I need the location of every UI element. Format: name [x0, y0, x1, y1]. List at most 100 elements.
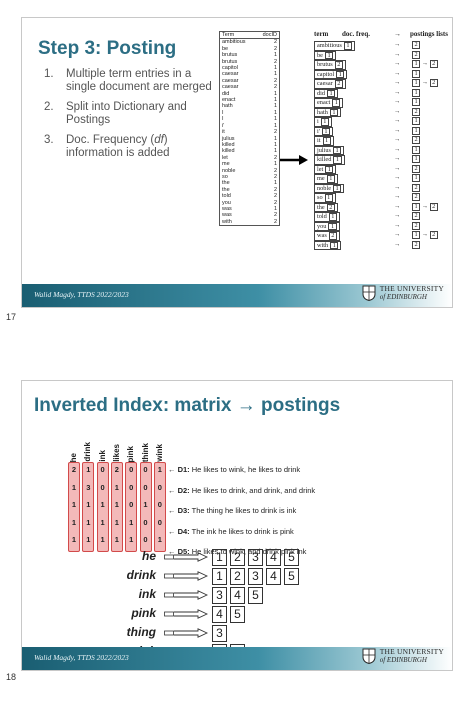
posting-row: the 2 → 1 → 2 [314, 202, 449, 212]
term-label: me [317, 175, 325, 183]
matrix-column [125, 462, 138, 552]
cell-docid: 1 [273, 148, 277, 155]
cell-term: noble [222, 167, 236, 174]
posting-list: 1 [412, 155, 421, 163]
posting-row: enact 1 → 1 [314, 98, 449, 108]
cell-docid: 2 [273, 84, 277, 91]
table-row: did 1 [220, 91, 279, 97]
table-row: enact 1 [220, 97, 279, 103]
posting-list: 1 [412, 98, 421, 106]
posting-row: with 1 → 2 [314, 240, 449, 250]
term-label: told [317, 213, 327, 221]
posting-doc-box: 2 [412, 183, 421, 192]
posting-doc-box: 1 [212, 568, 227, 585]
document-line: ← D3: The thing he likes to drink is ink [168, 503, 448, 524]
posting-term: did 1 [314, 88, 339, 98]
posting-doc-box: 2 [412, 107, 421, 116]
posting-row: was 2 → 1 → 2 [314, 231, 449, 241]
table-row: julius 1 [220, 136, 279, 142]
bullet-text: Multiple term entries in a single docume… [66, 68, 212, 93]
posting-row: let 1 → 2 [314, 164, 449, 174]
document-label: ← D2: [168, 485, 190, 495]
posting-term: enact 1 [314, 98, 344, 108]
arrow-icon: → [394, 240, 401, 248]
matrix-cell: 2 [114, 465, 119, 474]
posting-row: you 1 → 2 [314, 221, 449, 231]
matrix-column [82, 462, 95, 552]
matrix-cell: 0 [129, 482, 134, 492]
table-row: me 1 [220, 161, 279, 167]
posting-list: 3 [212, 625, 227, 642]
arrow-icon: → [394, 79, 401, 86]
posting-list: 2 [412, 221, 421, 230]
posting-doc-box: 2 [412, 136, 421, 144]
cell-term: hath [222, 103, 233, 110]
arrow-icon: → [394, 202, 401, 210]
posting-term: it 1 [314, 136, 334, 146]
cell-term: did [222, 90, 230, 97]
posting-doc-box: 5 [230, 606, 245, 623]
cell-term: was [222, 212, 232, 219]
table-row: killed 1 [220, 142, 279, 148]
document-line: ← D4: The ink he likes to drink is pink [168, 524, 448, 545]
term-label: the [317, 203, 325, 211]
table-row: was 1 [220, 206, 279, 212]
posting-doc-box: 1 [412, 60, 421, 68]
term-label: be [317, 51, 323, 59]
doc-freq-box: 1 [325, 165, 334, 173]
cell-docid: 2 [273, 39, 277, 46]
cell-term: julius [222, 135, 235, 142]
doc-freq-box: 1 [333, 156, 342, 164]
posting-list: 1 [412, 69, 421, 78]
table-row: was 2 [220, 212, 279, 218]
doc-freq-box: 1 [326, 175, 335, 183]
posting-row: julius 1 → 1 [314, 145, 449, 155]
matrix-cell: 0 [157, 500, 162, 510]
university-crest-icon [362, 285, 376, 301]
cell-docid: 1 [273, 180, 277, 187]
posting-doc-box: 2 [412, 193, 421, 201]
bullet-list: 1. Multiple term entries in a single docu… [44, 68, 212, 167]
doc-freq-box: 1 [333, 184, 342, 192]
posting-doc-box: 2 [429, 60, 438, 68]
posting-doc-box: 4 [212, 606, 227, 623]
cell-docid: 2 [273, 154, 277, 161]
document-label: ← D1: [168, 465, 190, 474]
posting-term: was 2 [314, 231, 340, 241]
cell-docid: 1 [273, 97, 277, 104]
header-postings-lists: postings lists [410, 30, 448, 38]
cell-term: caesar [222, 84, 239, 91]
matrix-cell: 0 [129, 500, 134, 510]
document-text: He likes to drink, and drink, and drink [189, 485, 316, 495]
slide-step3-posting: Step 3: Posting 1. Multiple term entries … [21, 17, 453, 308]
cell-term: be [222, 45, 229, 52]
doc-freq-box: 1 [324, 194, 333, 202]
cell-term: ambitious [222, 39, 246, 46]
postings-lists: ambitious 1 → 2 be 1 → 2 brutus 2 → 1 → 2 capitol 1 → 1… [314, 41, 449, 250]
term-label: with [317, 241, 329, 249]
matrix-cell: 1 [86, 517, 91, 527]
header-term: term [314, 30, 329, 38]
cell-term: I [222, 116, 224, 123]
posting-list: 1 [412, 126, 421, 135]
slide-title: Step 3: Posting [38, 38, 177, 59]
posting-doc-box: 3 [212, 587, 227, 604]
matrix-term-headers: he drink ink likes pink think wink [68, 430, 204, 462]
doc-freq-box: 2 [326, 203, 335, 211]
term-label: caesar [317, 80, 333, 88]
posting-doc-box: 2 [412, 221, 421, 230]
posting-doc-box: 3 [248, 549, 263, 566]
table-row: the 1 [220, 180, 279, 186]
matrix-cell: 1 [86, 535, 91, 545]
posting-doc-box: 5 [284, 549, 299, 566]
posting-term: you 1 [314, 221, 340, 231]
term-label: noble [317, 184, 331, 192]
cell-term: the [222, 180, 230, 187]
university-name-line2: of EDINBURGH [379, 293, 427, 301]
doc-freq-box: 1 [329, 108, 338, 116]
cell-docid: 2 [273, 193, 277, 200]
university-crest-icon [362, 648, 376, 664]
arrow-icon: → [394, 221, 401, 229]
cell-docid: 1 [273, 65, 277, 72]
